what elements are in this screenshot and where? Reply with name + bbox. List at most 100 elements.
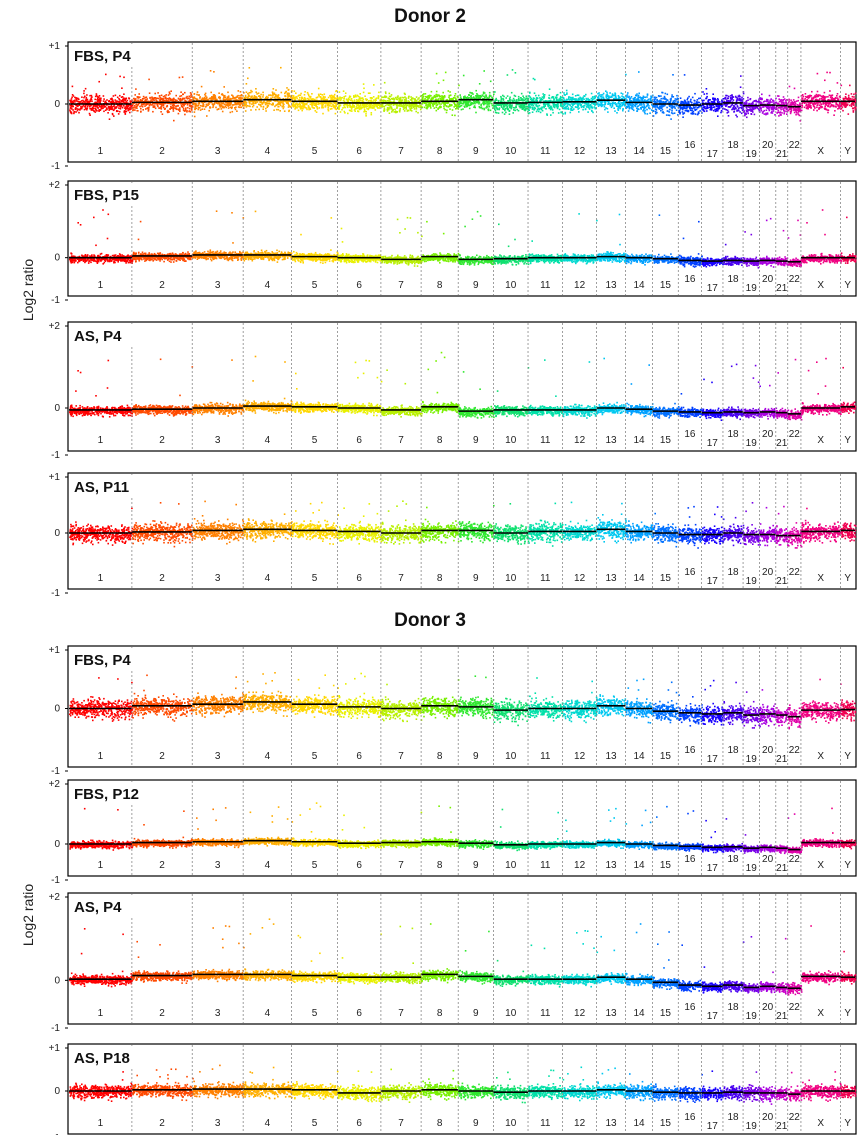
y-tick-label: -1 — [51, 588, 60, 599]
chr-label-19: 19 — [746, 863, 758, 874]
chr-6-points — [338, 1070, 383, 1102]
chr-20-points — [760, 844, 778, 852]
y-tick-label: +1 — [49, 1043, 61, 1054]
chr-label-17: 17 — [707, 754, 719, 765]
chr-label-16: 16 — [684, 429, 696, 440]
chr-11-points — [528, 359, 564, 417]
chr-16-points — [679, 696, 704, 727]
chr-label-X: X — [817, 860, 824, 871]
chr-label-7: 7 — [398, 751, 404, 762]
chr-label-11: 11 — [540, 146, 551, 157]
chr-label-10: 10 — [505, 1118, 517, 1129]
chr-18-points — [723, 682, 745, 725]
chr-label-2: 2 — [159, 435, 165, 446]
chr-22-points — [788, 86, 803, 122]
chr-label-5: 5 — [312, 1118, 318, 1129]
chr-label-22: 22 — [789, 567, 801, 578]
chr-label-11: 11 — [540, 1008, 551, 1019]
y-tick-label: 0 — [54, 99, 60, 110]
chr-18-points — [723, 75, 745, 117]
chr-9-points — [459, 70, 496, 113]
chr-label-17: 17 — [707, 149, 719, 160]
y-tick-label: 0 — [54, 403, 60, 414]
chr-label-11: 11 — [540, 1118, 551, 1129]
chr-label-17: 17 — [707, 283, 719, 294]
chr-label-20: 20 — [762, 567, 774, 578]
chr-label-7: 7 — [398, 435, 404, 446]
chr-label-13: 13 — [605, 1008, 617, 1019]
chr-1-points — [69, 360, 133, 418]
chr-label-6: 6 — [356, 1118, 362, 1129]
y-tick-label: +2 — [49, 321, 61, 332]
chr-label-16: 16 — [684, 567, 696, 578]
chr-label-2: 2 — [159, 860, 165, 871]
chr-4-points — [243, 1067, 293, 1100]
chr-label-13: 13 — [605, 751, 617, 762]
chr-16-points — [678, 506, 703, 549]
chr-17-points — [702, 506, 725, 544]
y-tick-label: -1 — [51, 450, 60, 461]
chr-22-points — [788, 359, 803, 421]
chr-18-points — [723, 517, 745, 546]
chr-19-points — [743, 97, 761, 118]
panel-6: +20-11 2 3 4 5 6 7 8 9 10 11 12 13 14 1516171819202122… — [49, 779, 857, 886]
chr-22-points — [788, 220, 802, 268]
panel-label: FBS, P15 — [74, 187, 139, 204]
chr-label-15: 15 — [660, 435, 672, 446]
chr-2-points — [132, 1068, 194, 1101]
chr-label-4: 4 — [265, 435, 271, 446]
chr-3-points — [192, 70, 244, 117]
chr-label-18: 18 — [727, 854, 739, 865]
chr-5-points — [292, 802, 339, 847]
chr-1-points — [69, 1071, 133, 1102]
chr-17-points — [702, 379, 725, 421]
chr-label-1: 1 — [98, 146, 104, 157]
chr-label-14: 14 — [633, 860, 645, 871]
panel-label: AS, P11 — [74, 479, 129, 496]
chr-2-points — [132, 359, 194, 417]
chr-label-22: 22 — [789, 274, 801, 285]
chr-label-X: X — [817, 573, 824, 584]
chr-label-13: 13 — [605, 1118, 617, 1129]
chr-label-20: 20 — [762, 1002, 774, 1013]
chr-label-19: 19 — [746, 1011, 758, 1022]
chr-label-Y: Y — [844, 573, 851, 584]
chr-label-5: 5 — [312, 751, 318, 762]
chr-label-14: 14 — [633, 1008, 645, 1019]
chr-label-4: 4 — [265, 573, 271, 584]
y-tick-label: +1 — [49, 472, 61, 483]
chr-label-Y: Y — [844, 751, 851, 762]
chr-17-points — [702, 680, 725, 726]
chr-label-1: 1 — [98, 751, 104, 762]
chr-5-points — [292, 373, 339, 414]
chr-label-7: 7 — [398, 1008, 404, 1019]
chr-label-Y: Y — [844, 860, 851, 871]
y-tick-label: -1 — [51, 875, 60, 886]
chr-label-11: 11 — [540, 860, 551, 871]
chr-label-12: 12 — [574, 146, 586, 157]
chr-label-X: X — [817, 280, 824, 291]
chr-label-12: 12 — [574, 435, 586, 446]
chr-label-21: 21 — [776, 1011, 788, 1022]
chr-5-points — [292, 674, 339, 717]
chr-label-5: 5 — [312, 573, 318, 584]
chr-label-11: 11 — [540, 751, 551, 762]
chr-5-points — [292, 502, 339, 545]
chr-label-11: 11 — [540, 573, 551, 584]
panel-label: AS, P4 — [74, 899, 122, 916]
chr-label-18: 18 — [727, 140, 739, 151]
chr-22-points — [788, 1072, 803, 1102]
chr-X-points — [801, 209, 842, 264]
chr-label-6: 6 — [356, 1008, 362, 1019]
chr-label-18: 18 — [727, 1002, 739, 1013]
chr-label-10: 10 — [505, 435, 517, 446]
chr-Y-points — [841, 699, 856, 721]
chr-15-points — [653, 74, 680, 120]
chr-label-3: 3 — [215, 860, 221, 871]
chr-label-22: 22 — [789, 745, 801, 756]
chr-7-points — [381, 500, 423, 544]
chr-11-points — [528, 677, 564, 721]
chr-label-17: 17 — [707, 438, 719, 449]
panel-5: +10-11 2 3 4 5 6 7 8 9 10 11 12 13 14 1516171819202122… — [49, 645, 857, 777]
panel-7: +20-11 2 3 4 5 6 7 8 9 10 11 12 13 14 1516171819202122… — [49, 892, 857, 1034]
